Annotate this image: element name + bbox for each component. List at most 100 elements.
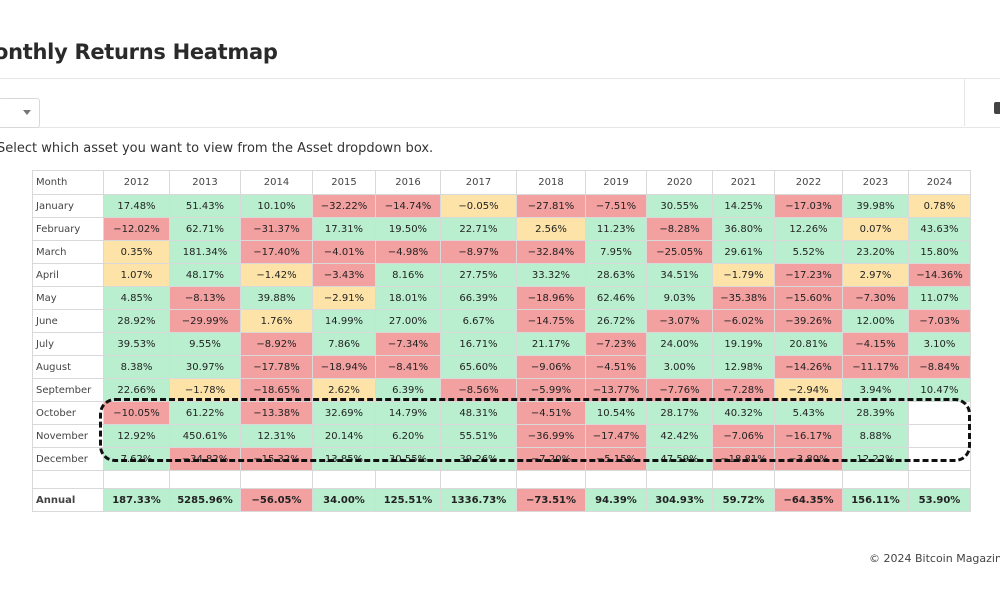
heatmap-cell-2014: −8.92% — [240, 332, 313, 356]
heatmap-cell-2020: 24.00% — [646, 332, 713, 356]
chevron-down-icon — [23, 110, 31, 115]
heatmap-cell-2014: −1.42% — [240, 263, 313, 287]
heatmap-cell-2013: 450.61% — [169, 424, 241, 448]
heatmap-cell-2013: 51.43% — [169, 194, 241, 218]
header-row: Month 2012 2013 2014 2015 2016 2017 2018 2019 202… — [32, 170, 971, 195]
heatmap-cell-2013: −1.78% — [169, 378, 241, 402]
heatmap-cell-2013: −34.82% — [169, 447, 241, 471]
heatmap-cell-2018: −9.06% — [516, 355, 586, 379]
heatmap-cell-2022: −14.26% — [774, 355, 843, 379]
year-header-2022: 2022 — [774, 170, 843, 195]
heatmap-cell-2020: 3.00% — [646, 355, 713, 379]
table-row: March 0.35% 181.34% −17.40% −4.01% −4.98% −8.9… — [32, 240, 971, 264]
toolbar-divider — [964, 78, 965, 126]
instruction-text: Select which asset you want to view from… — [0, 141, 434, 156]
spacer-cell — [516, 470, 586, 489]
heatmap-cell-2017: 1336.73% — [440, 488, 517, 512]
heatmap-cell-2024: 43.63% — [908, 217, 971, 241]
heatmap-cell-2016: 30.55% — [375, 447, 441, 471]
heatmap-cell-2015: 34.00% — [312, 488, 376, 512]
row-label: August — [32, 355, 104, 379]
table-row: December 7.62% −34.82% −15.32% 13.85% 30.55% 3… — [32, 447, 971, 471]
export-icon[interactable] — [994, 102, 1000, 114]
heatmap-cell-2016: 18.01% — [375, 286, 441, 310]
row-label: September — [32, 378, 104, 402]
year-header-2014: 2014 — [240, 170, 313, 195]
table-row: February −12.02% 62.71% −31.37% 17.31% 19.50%… — [32, 217, 971, 241]
heatmap-cell-2012: 17.48% — [103, 194, 170, 218]
heatmap-cell-2017: 66.39% — [440, 286, 517, 310]
heatmap-cell-2015: 2.62% — [312, 378, 376, 402]
heatmap-cell-2015: −3.43% — [312, 263, 376, 287]
row-label: December — [32, 447, 104, 471]
heatmap-cell-2021: −35.38% — [712, 286, 775, 310]
heatmap-cell-2014: 1.76% — [240, 309, 313, 333]
heatmap-cell-2020: 30.55% — [646, 194, 713, 218]
heatmap-cell-2014: −56.05% — [240, 488, 313, 512]
heatmap-cell-2021: 36.80% — [712, 217, 775, 241]
spacer-row — [32, 470, 971, 489]
asset-dropdown[interactable] — [0, 98, 40, 128]
spacer-cell — [169, 470, 241, 489]
heatmap-cell-2018: −36.99% — [516, 424, 586, 448]
heatmap-cell-2014: 39.88% — [240, 286, 313, 310]
year-header-2020: 2020 — [646, 170, 713, 195]
heatmap-cell-2019: 10.54% — [585, 401, 647, 425]
row-label: March — [32, 240, 104, 264]
heatmap-cell-2017: 22.71% — [440, 217, 517, 241]
heatmap-cell-2020: 34.51% — [646, 263, 713, 287]
heatmap-cell-2023: 2.97% — [842, 263, 909, 287]
heatmap-cell-2014: −17.40% — [240, 240, 313, 264]
heatmap-cell-2018: 21.17% — [516, 332, 586, 356]
heatmap-cell-2024: −14.36% — [908, 263, 971, 287]
row-label: November — [32, 424, 104, 448]
heatmap-cell-2017: 39.26% — [440, 447, 517, 471]
copyright-footer: © 2024 Bitcoin Magazine — [869, 552, 1000, 565]
heatmap-cell-2021: 14.25% — [712, 194, 775, 218]
heatmap-cell-2024: −7.03% — [908, 309, 971, 333]
heatmap-cell-2015: −4.01% — [312, 240, 376, 264]
heatmap-cell-2020: 42.42% — [646, 424, 713, 448]
heatmap-cell-2024 — [908, 447, 971, 471]
heatmap-cell-2017: −0.05% — [440, 194, 517, 218]
heatmap-cell-2018: −27.81% — [516, 194, 586, 218]
heatmap-cell-2022: −15.60% — [774, 286, 843, 310]
heatmap-cell-2016: −4.98% — [375, 240, 441, 264]
spacer-cell — [585, 470, 647, 489]
heatmap-cell-2012: −12.02% — [103, 217, 170, 241]
heatmap-cell-2019: 62.46% — [585, 286, 647, 310]
heatmap-cell-2017: 27.75% — [440, 263, 517, 287]
heatmap-cell-2013: 48.17% — [169, 263, 241, 287]
heatmap-cell-2022: 5.52% — [774, 240, 843, 264]
heatmap-cell-2012: 39.53% — [103, 332, 170, 356]
spacer-cell — [842, 470, 909, 489]
heatmap-cell-2023: 12.00% — [842, 309, 909, 333]
heatmap-cell-2022: −39.26% — [774, 309, 843, 333]
table-row: September 22.66% −1.78% −18.65% 2.62% 6.39% −8… — [32, 378, 971, 402]
heatmap-cell-2012: 28.92% — [103, 309, 170, 333]
heatmap-cell-2023: 8.88% — [842, 424, 909, 448]
heatmap-cell-2012: 0.35% — [103, 240, 170, 264]
table-row: July 39.53% 9.55% −8.92% 7.86% −7.34% 16.71% 21… — [32, 332, 971, 356]
heatmap-cell-2023: −4.15% — [842, 332, 909, 356]
heatmap-cell-2021: −7.06% — [712, 424, 775, 448]
year-header-2023: 2023 — [842, 170, 909, 195]
heatmap-cell-2024: 3.10% — [908, 332, 971, 356]
row-label: May — [32, 286, 104, 310]
heatmap-cell-2024: −8.84% — [908, 355, 971, 379]
heatmap-cell-2018: −4.51% — [516, 401, 586, 425]
heatmap-cell-2022: −2.94% — [774, 378, 843, 402]
heatmap-cell-2023: 23.20% — [842, 240, 909, 264]
row-label: July — [32, 332, 104, 356]
heatmap-cell-2013: 61.22% — [169, 401, 241, 425]
heatmap-cell-2024: 11.07% — [908, 286, 971, 310]
table-row: June 28.92% −29.99% 1.76% 14.99% 27.00% 6.67% −… — [32, 309, 971, 333]
heatmap-cell-2024: 0.78% — [908, 194, 971, 218]
heatmap-cell-2015: −18.94% — [312, 355, 376, 379]
heatmap-cell-2021: 19.19% — [712, 332, 775, 356]
returns-heatmap: Month 2012 2013 2014 2015 2016 2017 2018 2019 202… — [32, 170, 971, 512]
heatmap-cell-2017: 55.51% — [440, 424, 517, 448]
heatmap-cell-2016: 8.16% — [375, 263, 441, 287]
heatmap-cell-2022: −17.23% — [774, 263, 843, 287]
heatmap-cell-2014: −15.32% — [240, 447, 313, 471]
